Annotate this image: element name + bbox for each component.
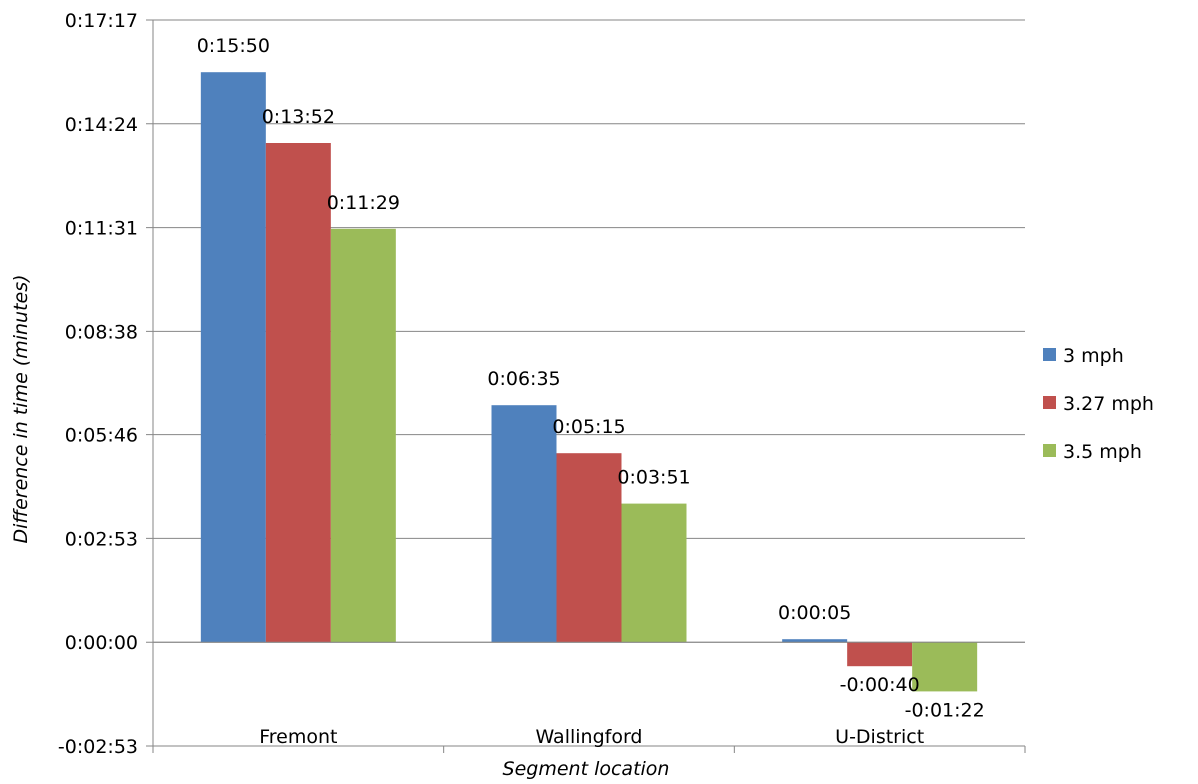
data-label: -0:00:40	[840, 674, 920, 696]
data-label: 0:03:51	[617, 467, 690, 489]
y-tick-label: 0:11:31	[65, 218, 138, 240]
bar-3-mph-u-district	[782, 639, 848, 643]
bar-3-27-mph-u-district	[847, 642, 913, 667]
bar-3-27-mph-wallingford	[556, 453, 622, 643]
y-tick-label: 0:17:17	[65, 10, 138, 32]
y-tick-label: 0:14:24	[65, 114, 138, 136]
axes: -0:02:53 0:00:00 0:02:53 0:05:46 0:08:38 0:11…	[58, 10, 1026, 758]
legend: 3 mph 3.27 mph 3.5 mph	[1043, 345, 1154, 463]
legend-swatch	[1043, 396, 1056, 409]
y-tick-label: 0:02:53	[65, 528, 138, 550]
x-axis-title: Segment location	[503, 758, 670, 780]
bar-3-27-mph-fremont	[265, 143, 331, 643]
bar-3-5-mph-wallingford	[621, 503, 687, 643]
bar-3-5-mph-u-district	[912, 642, 978, 692]
x-tick-label: Fremont	[259, 726, 337, 748]
bar-3-mph-wallingford	[491, 405, 557, 643]
legend-label: 3 mph	[1063, 345, 1124, 367]
data-label: 0:06:35	[487, 368, 560, 390]
legend-swatch	[1043, 444, 1056, 457]
bars	[200, 72, 978, 692]
data-label: 0:15:50	[197, 35, 270, 57]
data-label: 0:00:05	[778, 602, 851, 624]
legend-label: 3.27 mph	[1063, 393, 1154, 415]
bar-3-mph-fremont	[200, 72, 266, 643]
bar-3-5-mph-fremont	[330, 228, 396, 643]
x-tick-label: Wallingford	[535, 726, 642, 748]
data-label: 0:13:52	[262, 106, 335, 128]
data-label: 0:05:15	[552, 416, 625, 438]
x-tick-label: U-District	[835, 726, 924, 748]
y-tick-label: 0:05:46	[65, 425, 138, 447]
y-axis-title: Difference in time (minutes)	[10, 274, 32, 543]
data-label: -0:01:22	[905, 699, 985, 721]
legend-label: 3.5 mph	[1063, 441, 1142, 463]
legend-swatch	[1043, 348, 1056, 361]
data-labels: 0:15:50 0:06:35 0:00:05 0:13:52 0:05:15 -0:00…	[197, 35, 985, 721]
y-tick-label: 0:00:00	[65, 632, 138, 654]
y-tick-label: -0:02:53	[58, 736, 138, 758]
data-label: 0:11:29	[327, 192, 400, 214]
y-tick-label: 0:08:38	[65, 321, 138, 343]
